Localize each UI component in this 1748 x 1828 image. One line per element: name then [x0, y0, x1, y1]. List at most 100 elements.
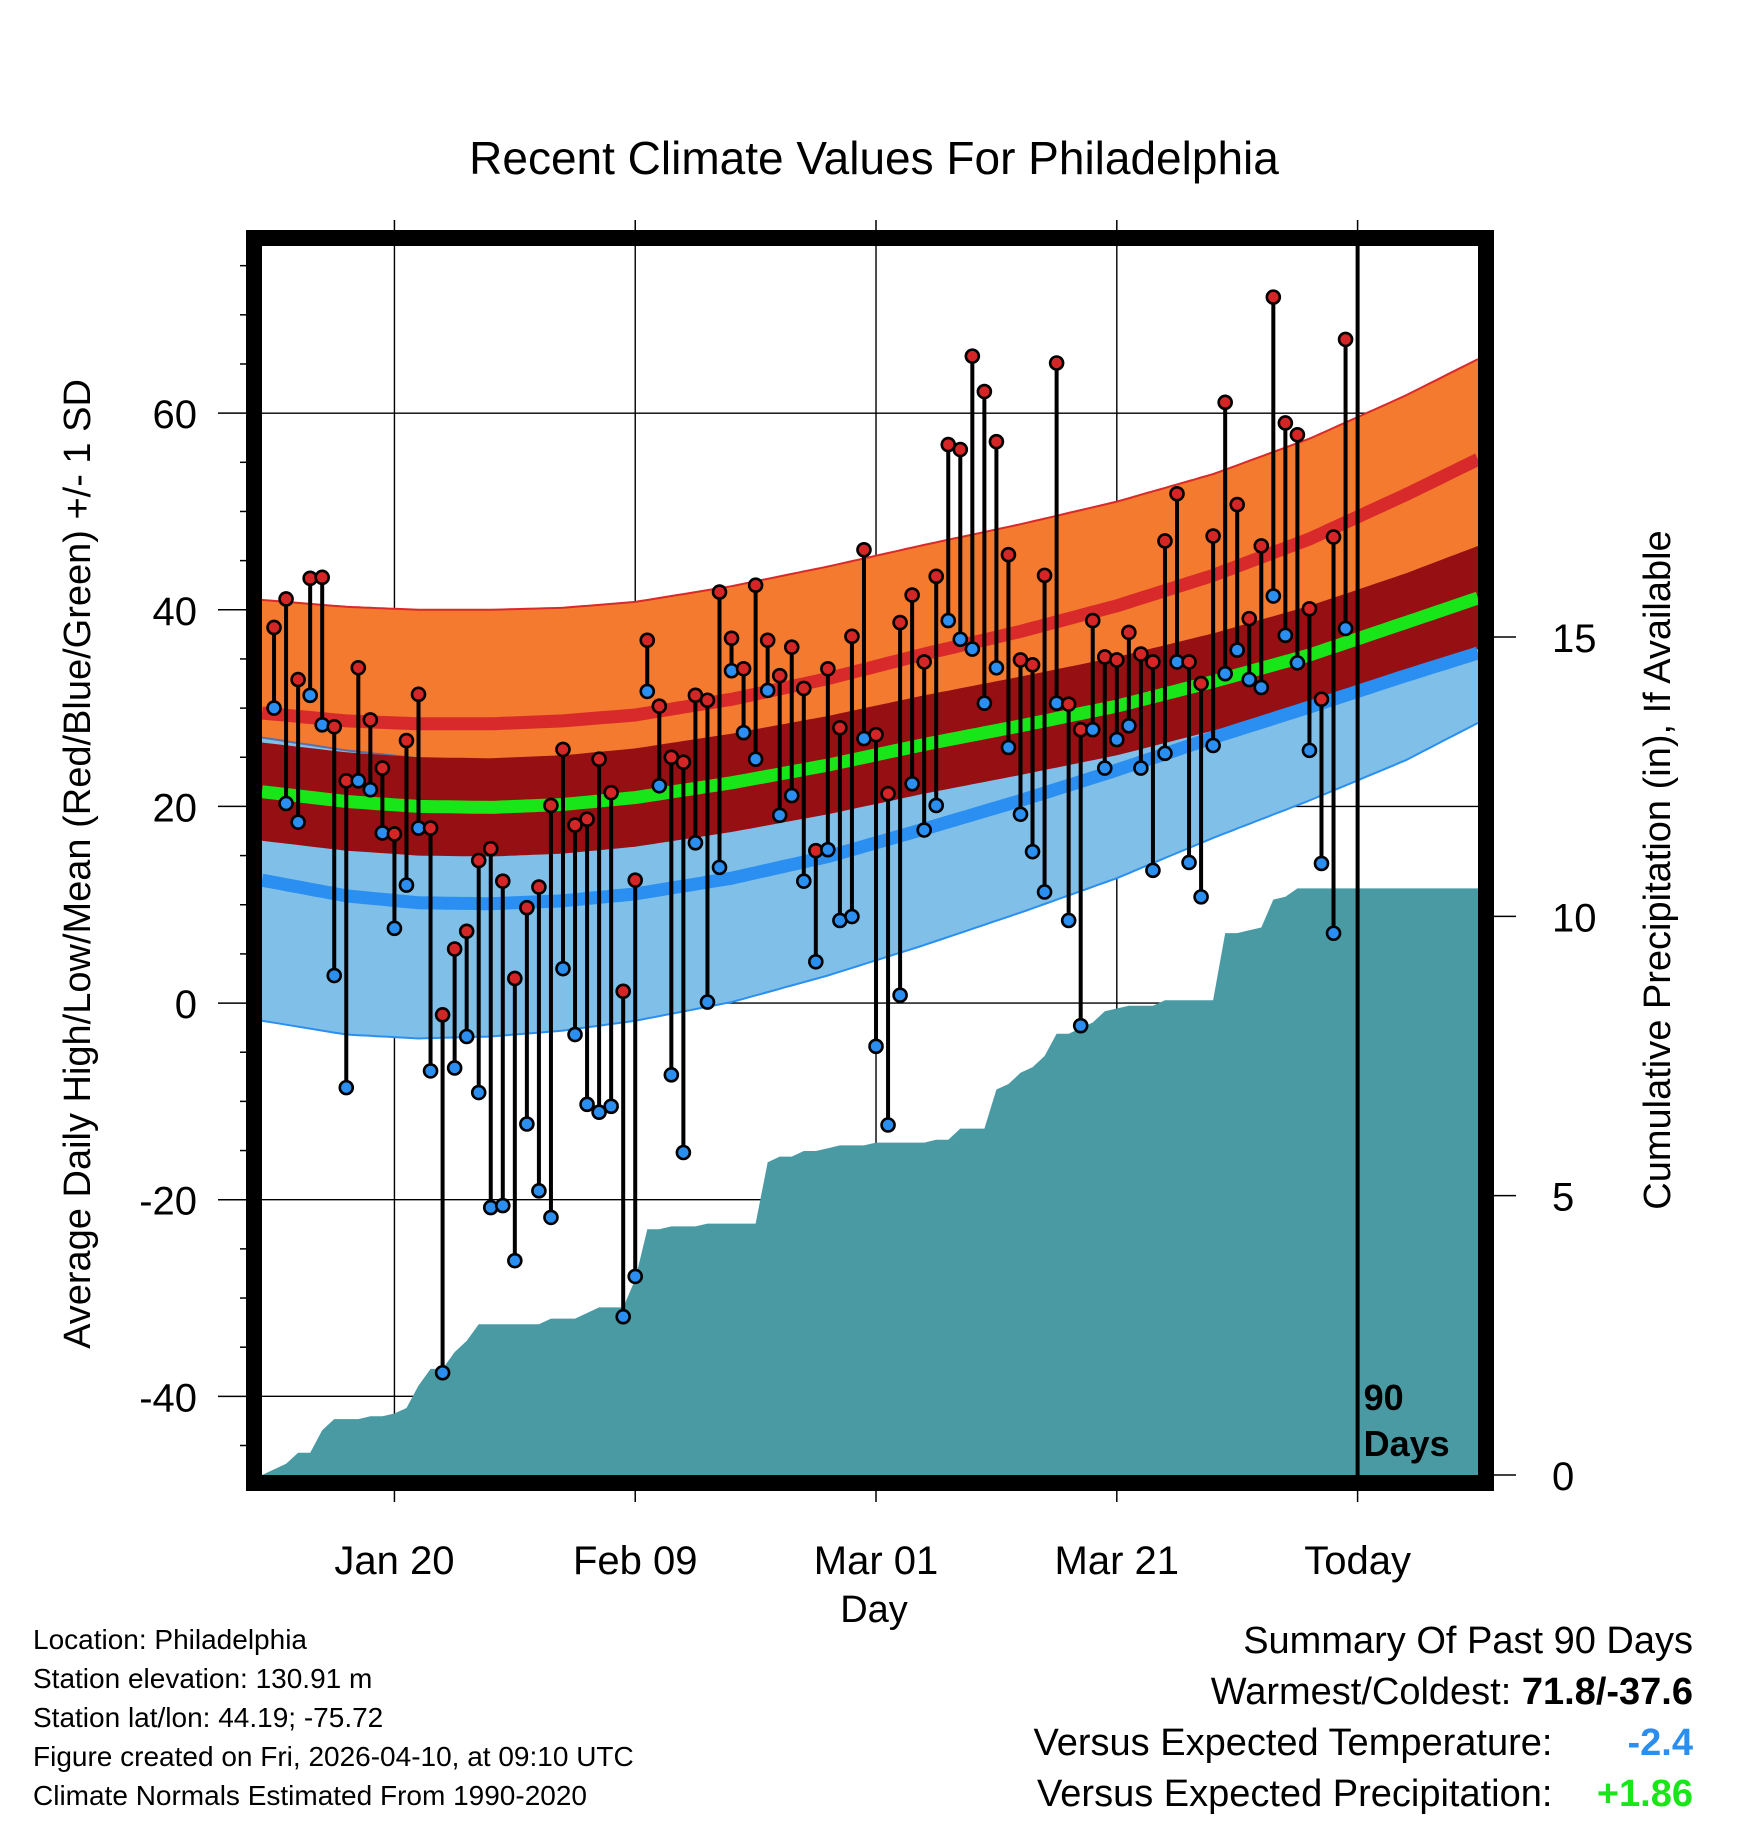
today-days-label: Days [1364, 1423, 1450, 1464]
daily-high-point [844, 628, 860, 645]
y-tick-label: 60 [153, 393, 198, 437]
daily-low-point [904, 776, 920, 792]
daily-low-point [579, 1096, 595, 1113]
daily-low-point [1205, 737, 1221, 754]
daily-low-point [1325, 925, 1342, 942]
x-tick-label: Today [1304, 1539, 1411, 1583]
daily-high-point [470, 852, 487, 869]
daily-high-point [699, 692, 716, 709]
daily-high-point [735, 660, 752, 677]
daily-high-point [820, 660, 836, 677]
daily-high-point [916, 654, 932, 670]
daily-high-point [892, 614, 908, 631]
daily-high-point [603, 784, 619, 801]
daily-low-point [711, 859, 728, 876]
daily-high-point [1036, 567, 1053, 584]
daily-low-point [543, 1209, 559, 1226]
daily-high-point [868, 726, 884, 743]
daily-high-point [675, 754, 692, 770]
daily-low-point [591, 1104, 607, 1120]
latlon-text: Station lat/lon: 44.19; -75.72 [33, 1702, 384, 1733]
daily-high-point [639, 632, 656, 649]
y-tick-label: 20 [153, 786, 198, 830]
temp-anomaly-row: Versus Expected Temperature: -2.4 [1034, 1718, 1693, 1769]
daily-high-point [278, 591, 294, 607]
x-tick-label: Mar 21 [1055, 1539, 1180, 1583]
daily-high-point [651, 698, 668, 714]
daily-high-point [747, 577, 764, 594]
daily-low-point [1241, 671, 1258, 688]
daily-low-point [470, 1084, 487, 1101]
summary-heading: Summary Of Past 90 Days [1243, 1620, 1693, 1662]
daily-low-point [820, 841, 836, 858]
summary-panel: Summary Of Past 90 Days Warmest/Coldest:… [1034, 1616, 1693, 1820]
daily-high-point [422, 820, 439, 836]
daily-low-point [675, 1144, 692, 1161]
daily-high-point [759, 632, 776, 649]
daily-low-point [458, 1028, 475, 1045]
daily-high-point [386, 826, 403, 842]
daily-high-point [627, 872, 644, 888]
daily-low-point [1036, 884, 1053, 900]
daily-high-point [795, 680, 812, 697]
daily-high-point [507, 970, 523, 987]
daily-low-point [422, 1063, 439, 1079]
precip-anomaly-row: Versus Expected Precipitation: +1.86 [1034, 1769, 1693, 1820]
daily-low-point [771, 807, 788, 824]
normals-text: Climate Normals Estimated From 1990-2020 [33, 1780, 587, 1811]
daily-high-point [1325, 529, 1342, 545]
x-tick-label: Mar 01 [814, 1539, 939, 1583]
daily-high-point [1060, 696, 1077, 712]
daily-low-point [687, 835, 704, 851]
daily-low-point [507, 1252, 523, 1269]
daily-high-point [880, 785, 896, 802]
daily-low-point [651, 777, 668, 794]
daily-low-point [338, 1079, 355, 1096]
daily-low-point [699, 994, 716, 1010]
daily-low-point [868, 1038, 884, 1055]
daily-low-point [663, 1067, 680, 1083]
daily-high-point [1109, 652, 1125, 668]
daily-high-point [434, 1007, 451, 1023]
elevation-text: Station elevation: 130.91 m [33, 1663, 373, 1694]
daily-low-point [988, 659, 1005, 676]
daily-low-point [1253, 679, 1270, 696]
daily-low-point [1072, 1017, 1089, 1034]
daily-high-point [1000, 546, 1017, 563]
daily-low-point [1024, 843, 1041, 860]
daily-high-point [1157, 533, 1173, 549]
warm-cold-row: Warmest/Coldest: 71.8/-37.6 [1034, 1667, 1693, 1718]
daily-low-point [892, 987, 908, 1003]
daily-low-point [1012, 806, 1029, 823]
daily-low-point [1145, 862, 1161, 879]
daily-high-point [290, 671, 306, 688]
plot-area: 90 Days Jan 20 Feb 09 Mar 01 Mar 21 Today -40 -2… [139, 220, 1597, 1583]
daily-low-point [916, 822, 932, 838]
mean-normal-band [262, 545, 1478, 857]
chart-title: Recent Climate Values For Philadelphia [469, 132, 1279, 184]
y-tick-label: 40 [153, 590, 198, 634]
daily-low-point [1289, 655, 1306, 671]
daily-low-point [1193, 889, 1209, 905]
temp-anomaly-label: Versus Expected Temperature: [1033, 1722, 1553, 1764]
daily-high-point [1313, 691, 1330, 708]
daily-high-point [362, 712, 379, 728]
daily-high-point [1181, 654, 1197, 670]
daily-low-point [555, 960, 571, 977]
daily-low-point [1229, 642, 1246, 658]
daily-high-point [1253, 538, 1270, 554]
daily-high-point [1121, 624, 1137, 641]
daily-low-point [1265, 588, 1282, 604]
daily-low-point [1000, 739, 1017, 756]
daily-high-point [398, 732, 415, 749]
y-tick-label: -20 [139, 1180, 197, 1224]
daily-low-point [747, 751, 764, 768]
precipitation-area [262, 888, 1478, 1475]
daily-low-point [808, 953, 824, 970]
daily-high-point [1205, 528, 1221, 544]
y2-tick-label: 15 [1552, 617, 1597, 661]
daily-high-point [1217, 394, 1233, 411]
daily-low-point [928, 797, 945, 814]
daily-low-point [627, 1268, 644, 1285]
